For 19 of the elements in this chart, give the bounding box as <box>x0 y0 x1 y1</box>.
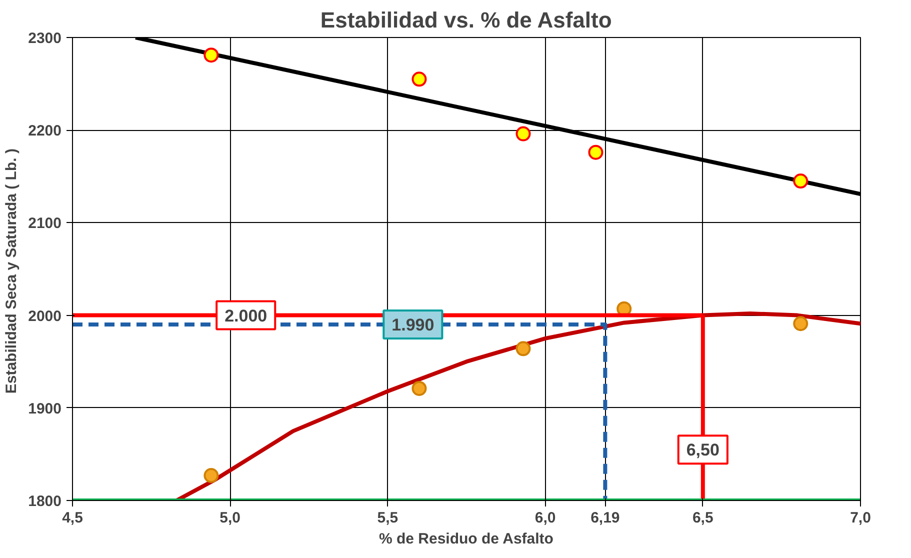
x-tick-label: 5,0 <box>220 510 241 526</box>
x-tick-label: 6,19 <box>590 510 620 526</box>
y-tick-label: 2000 <box>28 308 62 325</box>
y-tick-label: 1800 <box>28 493 62 510</box>
x-tick-label: 6,0 <box>534 510 556 526</box>
annotation: 2.000 <box>224 306 268 326</box>
y-tick-label: 2100 <box>28 215 62 232</box>
chart-title: Estabilidad vs. % de Asfalto <box>320 8 612 32</box>
x-tick-label: 7,0 <box>850 510 871 526</box>
y-tick-label: 2300 <box>28 30 62 47</box>
annotation: 6,50 <box>686 440 720 460</box>
annotation: 1.990 <box>392 316 434 335</box>
x-tick-label: 5,5 <box>377 510 398 526</box>
y-axis-title: Estabilidad Seca y Saturada ( Lb. ) <box>3 148 20 394</box>
y-tick-label: 2200 <box>28 122 62 140</box>
x-tick-label: 6,5 <box>692 510 714 526</box>
x-axis-title: % de Residuo de Asfalto <box>378 530 554 548</box>
x-tick-label: 4,5 <box>62 510 83 526</box>
y-tick-label: 1900 <box>28 400 62 418</box>
